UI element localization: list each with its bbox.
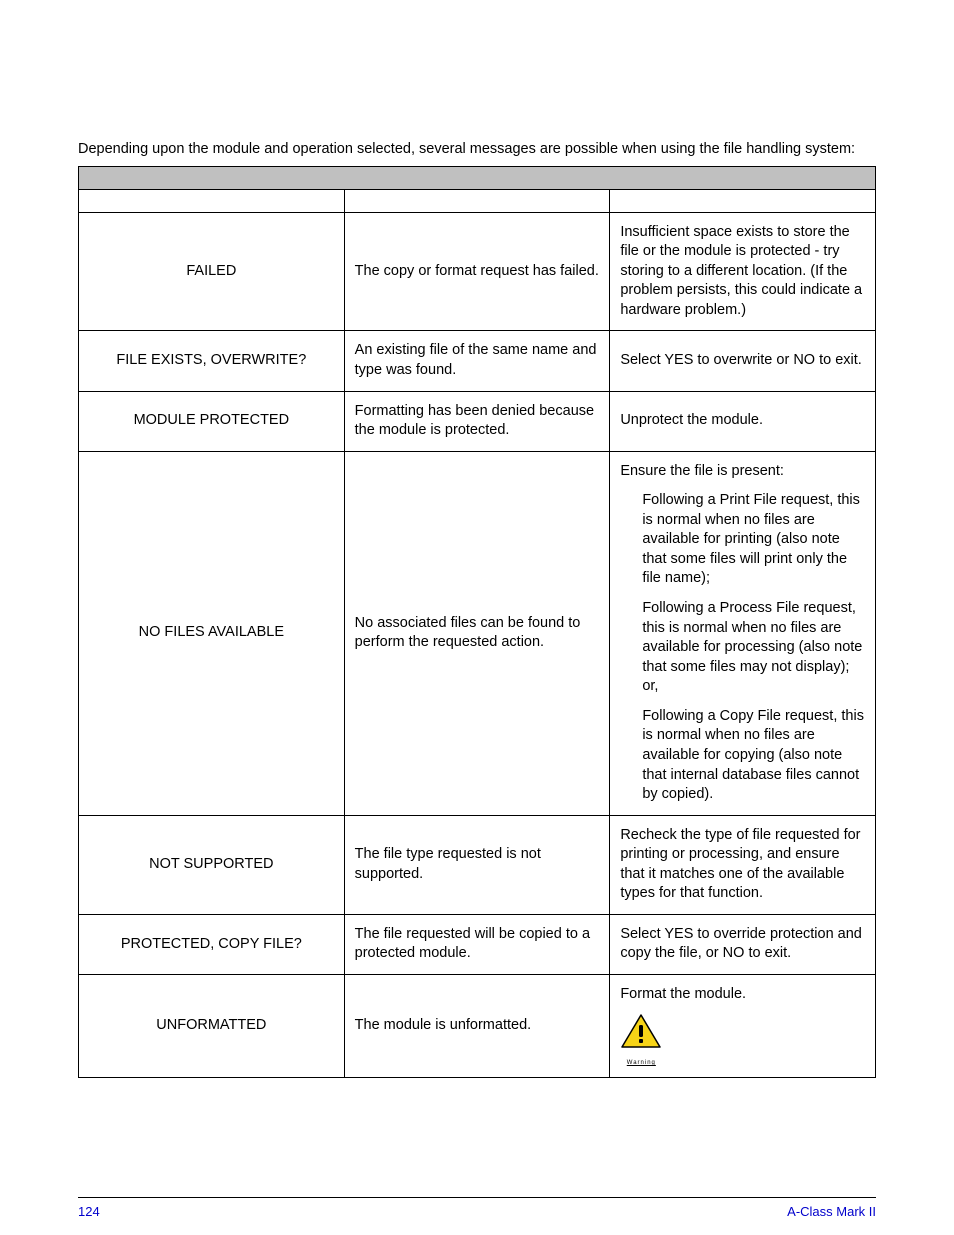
table-row: PROTECTED, COPY FILE? The file requested… <box>79 914 876 974</box>
desc-cell: The copy or format request has failed. <box>344 212 610 331</box>
table-row: UNFORMATTED The module is unformatted. F… <box>79 975 876 1078</box>
warning-block: Warning <box>620 1013 865 1068</box>
page-number: 124 <box>78 1204 100 1219</box>
action-cell: Recheck the type of file requested for p… <box>610 815 876 914</box>
desc-cell: Formatting has been denied because the m… <box>344 391 610 451</box>
table-row: NO FILES AVAILABLE No associated files c… <box>79 451 876 815</box>
doc-title: A-Class Mark II <box>787 1204 876 1219</box>
msg-cell: UNFORMATTED <box>79 975 345 1078</box>
table-subheader-row <box>79 189 876 212</box>
action-cell: Select YES to overwrite or NO to exit. <box>610 331 876 391</box>
desc-cell: The file type requested is not supported… <box>344 815 610 914</box>
page-footer: 124 A-Class Mark II <box>78 1197 876 1219</box>
msg-cell: FILE EXISTS, OVERWRITE? <box>79 331 345 391</box>
action-cell: Format the module. Warning <box>610 975 876 1078</box>
intro-text: Depending upon the module and operation … <box>78 140 876 160</box>
page-body: Depending upon the module and operation … <box>0 0 954 1078</box>
table-row: NOT SUPPORTED The file type requested is… <box>79 815 876 914</box>
action-item: Following a Print File request, this is … <box>642 491 865 589</box>
table-row: FAILED The copy or format request has fa… <box>79 212 876 331</box>
action-text: Format the module. <box>620 986 746 1002</box>
messages-table: FAILED The copy or format request has fa… <box>78 166 876 1079</box>
table-header-row <box>79 166 876 189</box>
warning-icon: Warning <box>620 1013 662 1068</box>
msg-cell: NOT SUPPORTED <box>79 815 345 914</box>
action-lead: Ensure the file is present: <box>620 462 865 482</box>
action-cell: Select YES to override protection and co… <box>610 914 876 974</box>
desc-cell: An existing file of the same name and ty… <box>344 331 610 391</box>
msg-cell: MODULE PROTECTED <box>79 391 345 451</box>
desc-cell: The file requested will be copied to a p… <box>344 914 610 974</box>
desc-cell: The module is unformatted. <box>344 975 610 1078</box>
table-row: MODULE PROTECTED Formatting has been den… <box>79 391 876 451</box>
warning-label: Warning <box>620 1059 662 1067</box>
msg-cell: FAILED <box>79 212 345 331</box>
msg-cell: PROTECTED, COPY FILE? <box>79 914 345 974</box>
action-cell: Unprotect the module. <box>610 391 876 451</box>
action-cell: Ensure the file is present: Following a … <box>610 451 876 815</box>
desc-cell: No associated files can be found to perf… <box>344 451 610 815</box>
action-item: Following a Copy File request, this is n… <box>642 707 865 805</box>
msg-cell: NO FILES AVAILABLE <box>79 451 345 815</box>
action-cell: Insufficient space exists to store the f… <box>610 212 876 331</box>
action-item: Following a Process File request, this i… <box>642 599 865 697</box>
table-row: FILE EXISTS, OVERWRITE? An existing file… <box>79 331 876 391</box>
